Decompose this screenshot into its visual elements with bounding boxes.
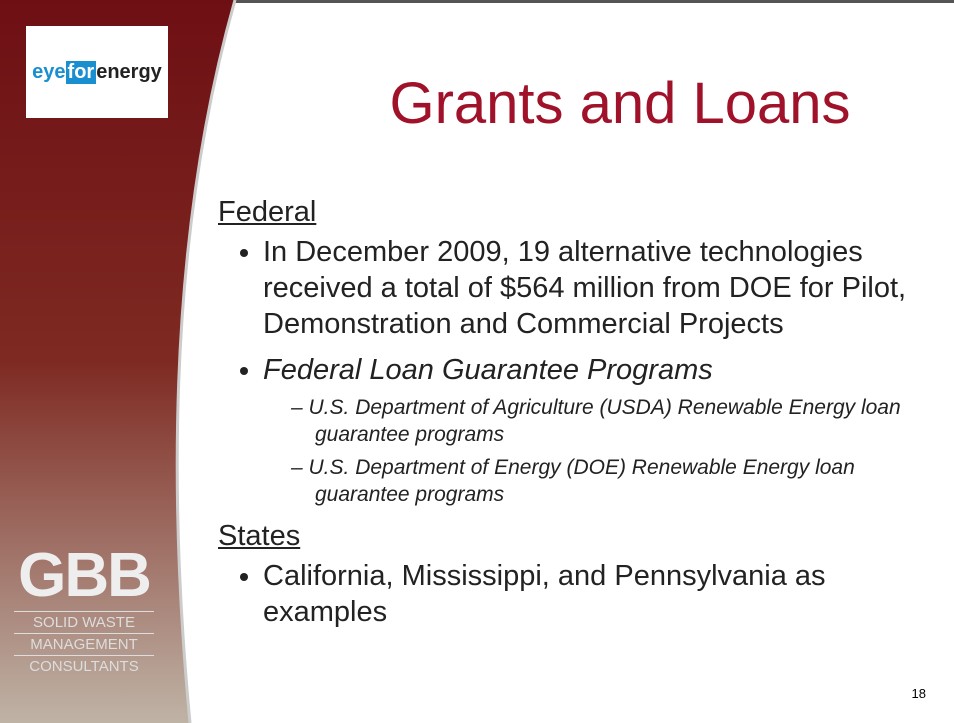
bullet-list: In December 2009, 19 alternative technol… bbox=[218, 234, 928, 508]
sub-bullet: U.S. Department of Energy (DOE) Renewabl… bbox=[291, 454, 928, 508]
bullet: California, Mississippi, and Pennsylvani… bbox=[263, 558, 928, 630]
brand-line: SOLID WASTE bbox=[14, 611, 154, 633]
title: Grants and Loans bbox=[389, 71, 851, 136]
page-number: 18 bbox=[911, 686, 926, 701]
brand: GBB SOLID WASTE MANAGEMENT CONSULTANTS bbox=[14, 540, 154, 677]
bullet-text: California, Mississippi, and Pennsylvani… bbox=[263, 560, 826, 628]
brand-line: CONSULTANTS bbox=[14, 655, 154, 677]
section-heading: Federal bbox=[218, 196, 317, 228]
logo: eye for energy bbox=[26, 26, 168, 118]
bullet: Federal Loan Guarantee Programs U.S. Depa… bbox=[263, 352, 928, 508]
bullet-text: Federal Loan Guarantee Programs bbox=[263, 354, 713, 386]
sub-list: U.S. Department of Agriculture (USDA) Re… bbox=[263, 394, 928, 508]
sub-bullet: U.S. Department of Agriculture (USDA) Re… bbox=[291, 394, 928, 448]
brand-line: MANAGEMENT bbox=[14, 633, 154, 655]
content: Federal In December 2009, 19 alternative … bbox=[218, 190, 928, 640]
bullet-list: California, Mississippi, and Pennsylvani… bbox=[218, 558, 928, 630]
bullet: In December 2009, 19 alternative technol… bbox=[263, 234, 928, 342]
section-heading: States bbox=[218, 520, 301, 552]
bullet-text: In December 2009, 19 alternative technol… bbox=[263, 236, 907, 340]
